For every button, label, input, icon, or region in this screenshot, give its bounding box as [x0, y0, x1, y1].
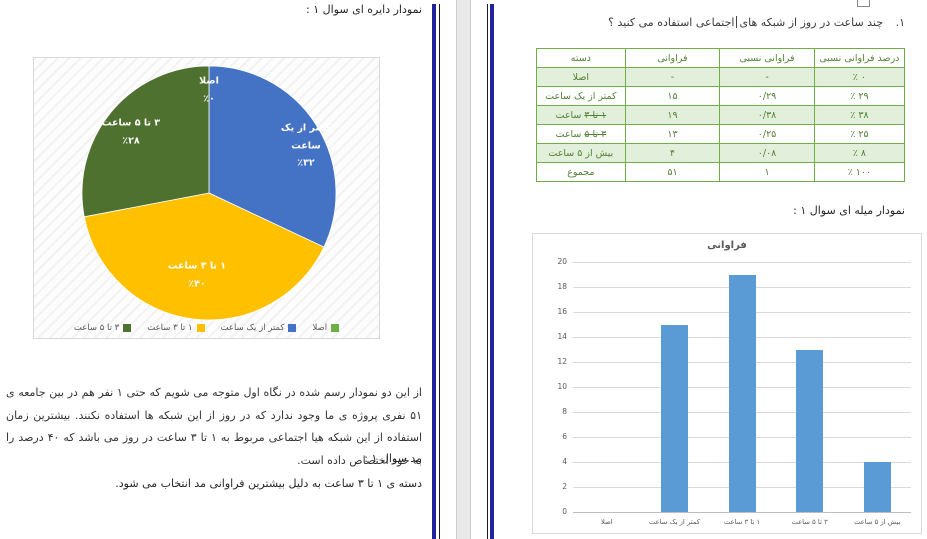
page-edge-left — [439, 4, 440, 539]
document-page-right: ۱. چند ساعت در روز از شبکه های اجتماعی اس… — [500, 0, 927, 539]
table-header-row: دسته فراوانی فراوانی نسبی درصد فراوانی نسبی — [536, 48, 906, 68]
legend-swatch-icon — [196, 324, 205, 332]
pie-section-title[interactable]: نمودار دایره ای سوال ۱ : — [306, 3, 422, 16]
y-axis-tick-label: 10 — [557, 382, 567, 391]
y-axis-tick-label: 18 — [557, 282, 567, 291]
table-cell-relative_frequency[interactable]: ۱ — [719, 162, 815, 182]
bar[interactable] — [728, 274, 756, 512]
table-cell-percent[interactable]: ٪ ۳۸ — [813, 105, 906, 125]
question-number: ۱. — [895, 16, 905, 29]
table-cell-category[interactable]: مجموع — [536, 162, 626, 182]
table-row: بیش از ۵ ساعت ۴ ۰/۰۸ ٪ ۸ — [536, 143, 906, 163]
legend-item: ۳ تا ۵ ساعت — [73, 323, 132, 333]
page-border-left-navy — [432, 4, 436, 539]
bar[interactable] — [796, 349, 824, 512]
y-axis-tick-label: 2 — [562, 482, 567, 491]
pie-chart[interactable]: اصلا ٪۰ کمتر از یک ساعت ٪۳۲ ۱ تا ۳ ساعت ٪۴۰ ۳ ت… — [33, 57, 380, 339]
table-row: اصلا - - ٪ ۰ — [536, 67, 906, 87]
table-cell-category[interactable]: ۱ تا ۳ ساعت — [536, 105, 626, 125]
table-cell-percent[interactable]: ٪ ۲۹ — [813, 86, 906, 106]
table-cell-percent[interactable]: ٪ ۸ — [813, 143, 906, 163]
page-edge-right — [487, 4, 488, 539]
pie-slice[interactable] — [83, 192, 325, 321]
question-text-after: اجتماعی استفاده می کنید ؟ — [608, 16, 735, 29]
table-cell-category[interactable]: اصلا — [536, 67, 626, 87]
table-cell-frequency[interactable]: ۱۵ — [624, 86, 721, 106]
document-page-left: نمودار دایره ای سوال ۱ : اصلا ٪۰ کمتر از ی… — [0, 0, 432, 539]
table-row: مجموع ۵۱ ۱ ٪ ۱۰۰ — [536, 162, 906, 182]
table-header-cell: فراوانی — [624, 48, 721, 68]
x-axis-category-label: ۱ تا ۳ ساعت — [723, 518, 761, 526]
y-axis-tick-label: 16 — [557, 307, 567, 316]
legend-item: اصلا — [312, 323, 340, 333]
question-text-before: چند ساعت در روز از شبکه های — [739, 16, 884, 29]
bar[interactable] — [660, 324, 688, 512]
table-cell-frequency[interactable]: - — [624, 67, 721, 87]
frequency-table[interactable]: دسته فراوانی فراوانی نسبی درصد فراوانی نسبی… — [536, 48, 906, 182]
y-axis-tick-label: 0 — [562, 507, 567, 516]
x-axis-category-label: کمتر از یک ساعت — [648, 518, 700, 526]
bar-chart-title: فراوانی — [707, 240, 747, 251]
page-gutter — [456, 0, 471, 539]
pie-slice[interactable] — [81, 65, 210, 218]
table-cell-category[interactable]: کمتر از یک ساعت — [536, 86, 626, 106]
table-header-cell: دسته — [536, 48, 626, 68]
legend-label: ۱ تا ۳ ساعت — [147, 323, 193, 333]
y-axis-tick-label: 14 — [557, 332, 567, 341]
x-axis-category-label: ۳ تا ۵ ساعت — [791, 518, 828, 526]
x-axis-category-label: اصلا — [600, 518, 613, 526]
table-cell-relative_frequency[interactable]: ۰/۲۹ — [719, 86, 815, 106]
legend-swatch-icon — [123, 324, 132, 332]
x-axis-category-label: بیش از ۵ ساعت — [853, 518, 901, 526]
table-cell-percent[interactable]: ٪ ۱۰۰ — [813, 162, 906, 182]
y-axis-tick-label: 8 — [562, 407, 567, 416]
y-axis-tick-label: 6 — [562, 432, 567, 441]
table-header-cell: فراوانی نسبی — [719, 48, 815, 68]
table-cell-frequency[interactable]: ۱۳ — [624, 124, 721, 144]
y-axis-tick-label: 4 — [562, 457, 567, 466]
table-cell-category[interactable]: بیش از ۵ ساعت — [536, 143, 626, 163]
text-cursor — [736, 16, 738, 28]
table-cell-relative_frequency[interactable]: - — [719, 67, 815, 87]
legend-item: ۱ تا ۳ ساعت — [147, 323, 205, 333]
analysis-paragraph[interactable]: از این دو نمودار رسم شده در نگاه اول متو… — [6, 386, 423, 467]
legend-swatch-icon — [288, 324, 297, 332]
table-cell-percent[interactable]: ٪ ۲۵ — [813, 124, 906, 144]
bar[interactable] — [863, 462, 891, 512]
table-cell-relative_frequency[interactable]: ۰/۳۸ — [719, 105, 815, 125]
table-header-cell: درصد فراوانی نسبی — [813, 48, 906, 68]
table-cell-frequency[interactable]: ۵۱ — [624, 162, 721, 182]
mode-text[interactable]: دسته ی ۱ تا ۳ ساعت به دلیل بیشترین فراوا… — [115, 477, 422, 490]
pie-chart-plot — [81, 65, 337, 321]
object-anchor-handle[interactable] — [857, 0, 870, 7]
legend-swatch-icon — [331, 324, 340, 332]
page-border-right-navy — [490, 4, 494, 539]
legend-label: اصلا — [312, 323, 328, 333]
bar-chart[interactable]: فراوانی 0 2 4 6 8 10 12 14 16 18 20 اصلا کمتر از یک … — [532, 233, 922, 534]
gridline — [573, 262, 911, 263]
table-cell-relative_frequency[interactable]: ۰/۲۵ — [719, 124, 815, 144]
table-cell-percent[interactable]: ٪ ۰ — [813, 67, 906, 87]
legend-label: کمتر از یک ساعت — [220, 323, 285, 333]
pie-slice[interactable] — [208, 65, 337, 248]
bar-section-title[interactable]: نمودار میله ای سوال ۱ : — [793, 204, 905, 217]
legend-label: ۳ تا ۵ ساعت — [73, 323, 120, 333]
y-axis-tick-label: 12 — [557, 357, 567, 366]
y-axis-tick-label: 20 — [557, 257, 567, 266]
pie-legend: ۳ تا ۵ ساعت ۱ تا ۳ ساعت کمتر از یک ساعت اصل… — [34, 323, 379, 333]
table-cell-category[interactable]: ۳ تا ۵ ساعت — [536, 124, 626, 144]
table-row: ۳ تا ۵ ساعت ۱۳ ۰/۲۵ ٪ ۲۵ — [536, 124, 906, 144]
legend-item: کمتر از یک ساعت — [221, 323, 297, 333]
x-axis-line — [573, 512, 911, 513]
table-cell-frequency[interactable]: ۱۹ — [624, 105, 721, 125]
mode-label[interactable]: مد سوال ۱ : — [364, 452, 422, 465]
table-row: کمتر از یک ساعت ۱۵ ۰/۲۹ ٪ ۲۹ — [536, 86, 906, 106]
question-line[interactable]: ۱. چند ساعت در روز از شبکه های اجتماعی اس… — [500, 16, 905, 29]
table-row: ۱ تا ۳ ساعت ۱۹ ۰/۳۸ ٪ ۳۸ — [536, 105, 906, 125]
table-cell-relative_frequency[interactable]: ۰/۰۸ — [719, 143, 815, 163]
table-cell-frequency[interactable]: ۴ — [624, 143, 721, 163]
